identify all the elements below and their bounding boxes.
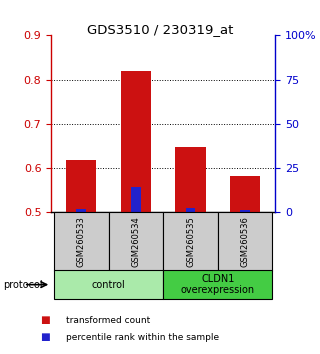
Bar xyxy=(76,209,86,212)
Bar xyxy=(175,147,205,212)
Text: control: control xyxy=(92,280,125,290)
Text: ■: ■ xyxy=(40,315,50,325)
Bar xyxy=(218,212,272,271)
Bar xyxy=(163,212,218,271)
Text: GSM260533: GSM260533 xyxy=(77,216,86,267)
Text: GSM260535: GSM260535 xyxy=(186,216,195,267)
Bar xyxy=(131,187,141,212)
Text: percentile rank within the sample: percentile rank within the sample xyxy=(66,332,219,342)
Text: GDS3510 / 230319_at: GDS3510 / 230319_at xyxy=(87,23,233,36)
Bar xyxy=(230,176,260,212)
Text: GSM260536: GSM260536 xyxy=(241,216,250,267)
Bar xyxy=(240,210,250,212)
Text: CLDN1
overexpression: CLDN1 overexpression xyxy=(181,274,255,296)
Text: ■: ■ xyxy=(40,332,50,342)
Bar xyxy=(163,270,272,299)
Text: transformed count: transformed count xyxy=(66,316,150,325)
Bar xyxy=(66,160,96,212)
Text: protocol: protocol xyxy=(3,280,43,290)
Text: GSM260534: GSM260534 xyxy=(132,216,140,267)
Bar xyxy=(108,212,163,271)
Bar xyxy=(186,208,195,212)
Bar xyxy=(121,71,151,212)
Bar xyxy=(54,270,163,299)
Bar xyxy=(54,212,108,271)
